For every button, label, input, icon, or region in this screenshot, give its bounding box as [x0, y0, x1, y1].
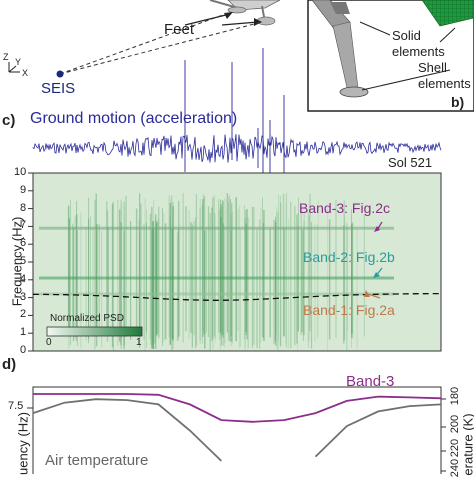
colorbar — [47, 327, 142, 336]
spectral-band-row — [39, 277, 394, 280]
band-2-label: Band-2: Fig.2b — [303, 249, 395, 265]
panel-c-tag: c) — [2, 112, 15, 129]
waveform-title: Ground motion (acceleration) — [30, 110, 237, 128]
ytick-label: 10 — [14, 166, 26, 178]
air-temperature-curve-right — [316, 404, 442, 456]
ytick-label: 5 — [20, 255, 26, 267]
shell-label-line2: elements — [418, 76, 471, 92]
panel-b-tag: b) — [451, 94, 464, 110]
panel-d-ylabel-left: uency (Hz) — [16, 409, 31, 479]
band-3-curve — [33, 394, 441, 422]
air-temperature-label: Air temperature — [45, 452, 148, 469]
ytick-label: 9 — [20, 184, 26, 196]
solid-label-line1: Solid — [392, 28, 445, 44]
panel-d-tag: d) — [2, 356, 16, 373]
feet-arrowhead-left — [224, 12, 233, 19]
panel-b — [308, 0, 474, 111]
panel-a — [9, 0, 280, 78]
shell-elements-label: Shell elements — [418, 60, 471, 92]
band-3-legend: Band-3 — [346, 373, 394, 390]
ytick-label: 4 — [20, 273, 26, 285]
seis-marker — [57, 71, 64, 78]
ytick-label: 8 — [20, 202, 26, 214]
colorbar-title: Normalized PSD — [50, 313, 124, 324]
solid-elements-label: Solid elements — [392, 28, 445, 60]
right-tick-label: 240 — [449, 457, 461, 479]
ytick-label: 7 — [20, 219, 26, 231]
right-tick-label: 180 — [449, 385, 461, 407]
ytick-label: 6 — [20, 237, 26, 249]
shell-label-line1: Shell — [418, 60, 471, 76]
panel-d-left-tick-label: 7.5 — [8, 400, 23, 412]
colorbar-max: 1 — [136, 337, 142, 348]
spectrogram-yticks — [28, 173, 33, 351]
ytick-label: 1 — [20, 326, 26, 338]
spectral-band-row — [39, 227, 394, 230]
spectral-band-row — [39, 293, 394, 296]
seis-label: SEIS — [41, 80, 75, 97]
axis-z-label: Z — [3, 52, 9, 62]
axis-y-label: Y — [15, 57, 21, 67]
ytick-label: 3 — [20, 291, 26, 303]
right-tick-label: 200 — [449, 413, 461, 435]
colorbar-min: 0 — [46, 337, 52, 348]
band-3-label: Band-3: Fig.2c — [299, 200, 390, 216]
sol-label: Sol 521 — [388, 155, 432, 170]
ytick-label: 2 — [20, 308, 26, 320]
right-tick-label: 220 — [449, 437, 461, 459]
feet-label: Feet — [164, 21, 194, 38]
band-1-label: Band-1: Fig.2a — [303, 302, 395, 318]
waveform-trace — [33, 134, 441, 163]
panel-d-ylabel-right: erature (K) — [461, 410, 474, 480]
axis-x-label: X — [22, 68, 28, 78]
ytick-label: 0 — [20, 344, 26, 356]
solid-label-line2: elements — [392, 44, 445, 60]
panel-d-right-ticks — [441, 399, 446, 471]
mesh-foot — [340, 87, 368, 97]
seis-dashed-line-left — [60, 12, 231, 74]
lander-foot-left — [228, 7, 246, 13]
